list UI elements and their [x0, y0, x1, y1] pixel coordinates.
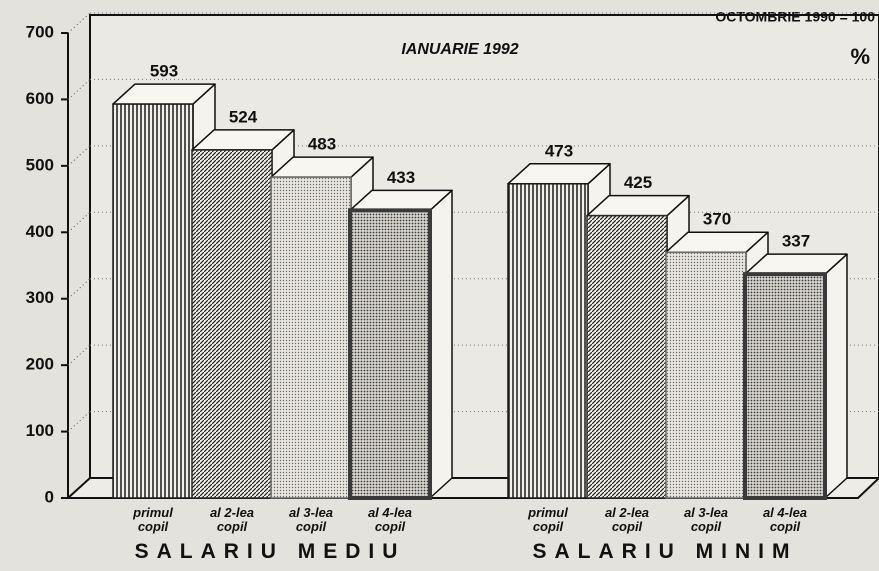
bar [586, 214, 668, 499]
bar-side [429, 189, 453, 499]
grid-line [67, 79, 91, 100]
y-tick-label: 300 [26, 288, 54, 307]
bar [743, 272, 827, 500]
bar-label: al 2-lea copil [209, 505, 255, 534]
bar-label: al 4-lea copil [367, 505, 413, 534]
bar-label: al 3-lea copil [288, 505, 334, 534]
unit-label: % [850, 44, 870, 69]
y-tick-label: 400 [26, 222, 54, 241]
grid-line [67, 411, 91, 432]
bar-label: al 4-lea copil [762, 505, 808, 534]
data-label: 593 [150, 62, 178, 81]
y-tick-label: 0 [45, 487, 54, 506]
grid-line [67, 12, 91, 34]
y-tick-label: 600 [26, 89, 54, 108]
data-label: 483 [308, 135, 336, 154]
grid-line [67, 278, 91, 300]
bar [507, 183, 589, 499]
chart-title: IANUARIE 1992 [401, 41, 518, 58]
bar-label: primul copil [528, 505, 568, 534]
bar [191, 149, 273, 499]
grid-line [67, 211, 91, 233]
data-label: 337 [782, 232, 810, 251]
data-label: 370 [703, 210, 731, 229]
data-label: 425 [624, 173, 652, 192]
data-label: 524 [229, 107, 258, 126]
bar [112, 103, 194, 499]
group-label: SALARIU MINIM [532, 540, 798, 563]
y-tick-label: 200 [26, 355, 54, 374]
data-label: 473 [545, 141, 573, 160]
bar-side [824, 253, 848, 499]
bar [348, 208, 432, 500]
annotation: OCTOMBRIE 1990 = 100 [715, 9, 875, 25]
y-tick-label: 100 [26, 421, 54, 440]
bar-label: primul copil [133, 505, 173, 534]
bar-label: al 3-lea copil [683, 505, 729, 534]
y-tick-label: 500 [26, 155, 54, 174]
y-tick-label: 700 [26, 22, 54, 41]
bar [270, 176, 352, 499]
group-label: SALARIU MEDIU [134, 540, 406, 563]
bar-label: al 2-lea copil [604, 505, 650, 534]
grid-line [67, 344, 91, 366]
bar [665, 251, 747, 499]
grid-line [67, 145, 91, 167]
data-label: 433 [387, 168, 415, 187]
